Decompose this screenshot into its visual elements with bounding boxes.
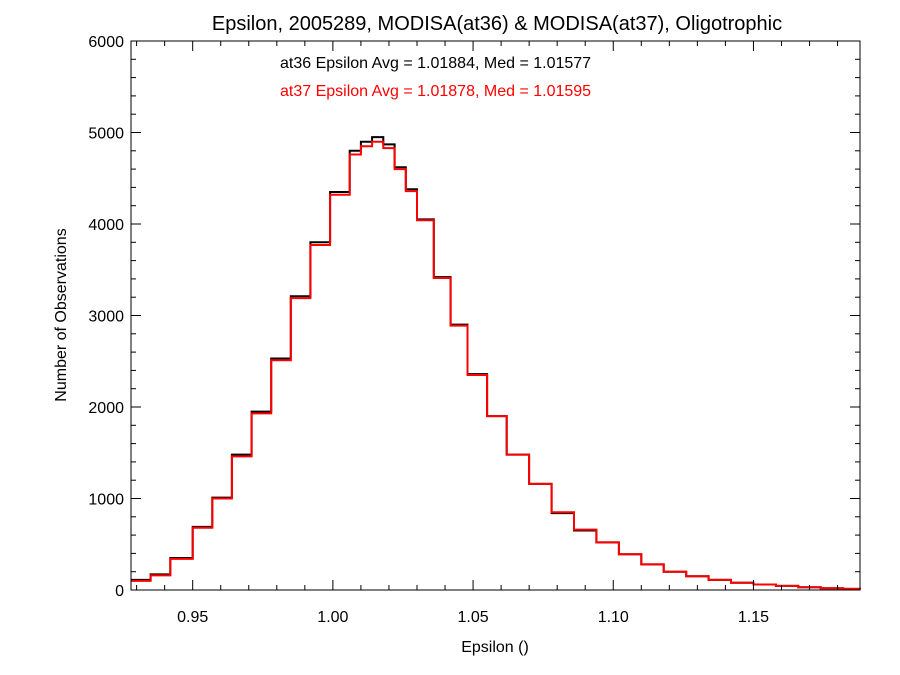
- series-at36-line: [131, 136, 861, 590]
- x-axis-label: Epsilon (): [461, 639, 529, 656]
- y-axis-label: Number of Observations: [53, 228, 70, 401]
- y-tick-label: 3000: [88, 309, 124, 326]
- x-tick-label: 1.10: [598, 609, 629, 626]
- y-tick-label: 2000: [88, 400, 124, 417]
- y-tick-label: 1000: [88, 492, 124, 509]
- plot-layer: [131, 136, 861, 590]
- y-axis: 0 1000 2000 3000 4000 5000 6000: [88, 34, 860, 600]
- plot-frame: [130, 40, 861, 591]
- series-at37-line: [131, 140, 861, 590]
- x-tick-label: 1.15: [738, 609, 769, 626]
- x-axis: 0.95 1.00 1.05 1.10 1.15: [136, 41, 839, 626]
- chart-title: Epsilon, 2005289, MODISA(at36) & MODISA(…: [212, 13, 782, 35]
- annotation-at37: at37 Epsilon Avg = 1.01878, Med = 1.0159…: [280, 83, 591, 100]
- y-tick-label: 5000: [88, 126, 124, 143]
- y-tick-label: 4000: [88, 217, 124, 234]
- annotation-at36: at36 Epsilon Avg = 1.01884, Med = 1.0157…: [280, 55, 591, 72]
- x-tick-label: 0.95: [177, 609, 208, 626]
- y-tick-label: 0: [115, 583, 124, 600]
- y-tick-label: 6000: [88, 34, 124, 51]
- x-tick-label: 1.00: [317, 609, 348, 626]
- x-tick-label: 1.05: [457, 609, 488, 626]
